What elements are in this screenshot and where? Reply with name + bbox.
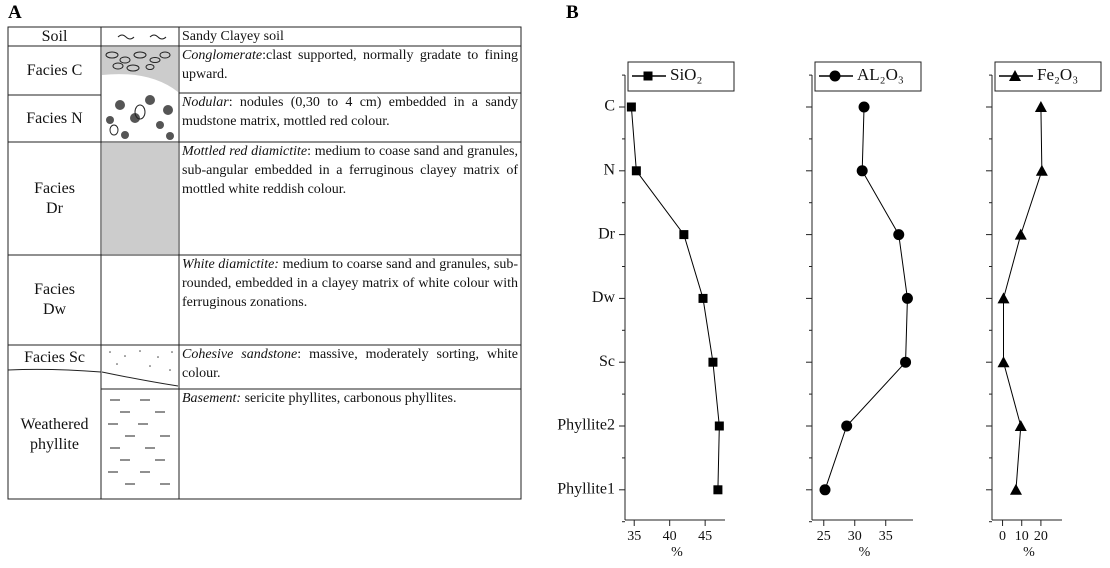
facies-name: Facies Dw [34,281,75,318]
facies-name: Facies N [26,109,83,127]
data-point [714,421,724,431]
data-point [1035,164,1048,176]
data-point [1009,483,1022,495]
panel-label: A [8,2,22,23]
data-point [819,484,831,496]
series-line [1003,106,1043,490]
description: Basement: sericite phyllites, carbonous … [180,389,520,408]
x-tick-label: 0 [999,529,1006,544]
data-point [1014,228,1027,240]
legend-label: Fe₂O₃ [1037,65,1078,84]
table-lines [7,26,522,500]
facies-cell: Weathered phyllite [8,370,101,499]
description: White diamictite: medium to coarse sand … [180,255,520,312]
data-point [858,101,870,113]
legend-label: SiO₂ [670,65,702,84]
x-tick-label: 10 [1015,529,1029,544]
legend-marker [829,70,841,82]
description-text: medium to coarse sand and granules, sub-… [182,257,518,310]
x-tick-label: 35 [627,529,641,544]
description: Mottled red diamictite: medium to coase … [180,142,520,199]
data-point [631,166,641,176]
facies-cell: Soil [8,27,101,46]
x-tick-label: 35 [879,529,893,544]
data-point [708,357,718,367]
facies-name: Facies Dr [34,179,75,217]
description-term: Nodular [182,95,229,110]
x-axis-label: % [1023,545,1035,560]
data-point [901,292,913,304]
facies-name: Facies C [26,61,83,79]
data-point [893,229,905,241]
x-tick-label: 20 [1034,529,1048,544]
x-tick-label: 45 [698,529,712,544]
data-point [997,356,1010,368]
x-tick-label: 30 [848,529,862,544]
facies-name: Weathered phyllite [20,415,89,453]
data-point [1034,101,1047,112]
series-line [824,106,908,490]
data-point [626,102,636,112]
facies-cell: Facies Dr [8,142,101,255]
description-text: Sandy Clayey soil [182,29,284,44]
data-point [713,485,723,495]
facies-cell: Facies N [8,95,101,142]
data-point [900,356,912,368]
facies-name: Facies Sc [24,348,85,366]
legend-marker [1009,70,1021,81]
description: Cohesive sandstone: massive, moderately … [180,345,520,383]
description: Sandy Clayey soil [180,27,520,46]
description-text: : massive, moderately sorting, white col… [182,347,518,381]
description-term: Cohesive sandstone [182,347,298,362]
description-term: Basement: [182,391,242,406]
description: Conglomerate:clast supported, normally g… [180,46,520,84]
description-term: Mottled red diamictite [182,144,308,159]
description-text: :clast supported, normally gradate to fi… [182,48,518,82]
x-tick-label: 25 [817,529,831,544]
data-point [1014,420,1027,431]
panel-label: B [566,2,579,23]
data-point [856,165,868,177]
description-term: Conglomerate [182,48,263,63]
data-point [997,292,1010,304]
data-point [679,230,689,240]
legend-marker [643,71,653,81]
y-tick-label: N [603,161,615,178]
description-term: White diamictite: [182,257,279,272]
data-point [698,293,708,303]
x-tick-label: 40 [663,529,677,544]
facies-cell: Facies Sc [8,345,101,370]
lithology [101,34,179,485]
description-text: sericite phyllites, carbonous phyllites. [241,391,457,406]
facies-name: Soil [41,27,68,45]
legend-label: AL₂O₃ [857,65,904,84]
facies-cell: Facies Dw [8,255,101,345]
data-point [841,420,853,432]
y-tick-label: Phyllite2 [557,417,615,434]
description-text: : nodules (0,30 to 4 cm) embedded in a s… [182,95,518,129]
description-text: : medium to coase sand and granules, sub… [182,144,518,197]
y-tick-label: C [604,98,615,115]
description: Nodular: nodules (0,30 to 4 cm) embedded… [180,93,520,131]
y-tick-label: Phyllite1 [557,480,615,497]
facies-cell: Facies C [8,46,101,95]
x-axis-label: % [671,545,683,560]
x-axis-label: % [859,545,871,560]
y-tick-label: Dr [598,225,616,242]
y-tick-label: Sc [599,353,615,370]
y-tick-label: Dw [592,289,616,306]
